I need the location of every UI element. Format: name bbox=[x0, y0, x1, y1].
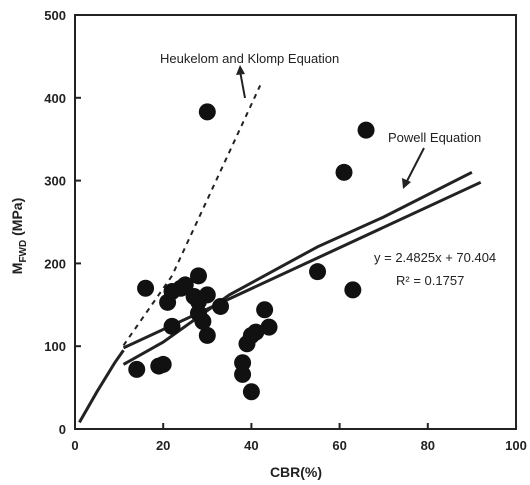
data-point bbox=[247, 323, 265, 341]
y-tick-label: 100 bbox=[44, 339, 66, 354]
data-point bbox=[198, 326, 216, 344]
powell-curve-low bbox=[78, 349, 125, 424]
powell-arrow-shaft bbox=[405, 147, 425, 184]
data-points bbox=[128, 103, 375, 401]
data-point bbox=[309, 263, 327, 281]
y-axis-title-unit: (MPa) bbox=[9, 198, 25, 240]
x-tick-label: 100 bbox=[505, 438, 527, 453]
data-point bbox=[176, 276, 194, 294]
y-tick-label: 0 bbox=[59, 422, 66, 437]
regression-line bbox=[122, 180, 482, 350]
x-tick-label: 60 bbox=[332, 438, 346, 453]
y-tick-label: 300 bbox=[44, 174, 66, 189]
tick-labels: 0 20 40 60 80 100 0 100 200 300 400 500 bbox=[44, 8, 527, 453]
data-point bbox=[344, 281, 362, 299]
powell-equation-label: Powell Equation bbox=[388, 130, 481, 145]
data-point bbox=[198, 286, 216, 304]
y-tick-label: 500 bbox=[44, 8, 66, 23]
data-point bbox=[335, 163, 353, 181]
data-point bbox=[234, 365, 252, 383]
y-axis-title-base: M bbox=[9, 263, 25, 275]
powell-arrow-head bbox=[402, 178, 411, 189]
data-point bbox=[137, 279, 155, 297]
data-point bbox=[154, 355, 172, 373]
y-tick-label: 400 bbox=[44, 91, 66, 106]
data-point bbox=[357, 121, 375, 139]
x-tick-label: 20 bbox=[156, 438, 170, 453]
heukelom-klomp-label: Heukelom and Klomp Equation bbox=[160, 51, 339, 66]
data-point bbox=[260, 318, 278, 336]
y-axis-title-subscript: FWD bbox=[18, 240, 29, 263]
powell-curve bbox=[122, 170, 473, 366]
data-point bbox=[163, 317, 181, 335]
y-tick-label: 200 bbox=[44, 256, 66, 271]
r-squared-label: R² = 0.1757 bbox=[396, 273, 464, 288]
axes bbox=[74, 14, 517, 430]
trend-lines bbox=[78, 84, 482, 424]
data-point bbox=[194, 312, 212, 330]
data-point bbox=[212, 297, 230, 315]
regression-equation-label: y = 2.4825x + 70.404 bbox=[374, 250, 496, 265]
heukelom-klomp-line bbox=[122, 84, 262, 346]
data-point bbox=[242, 383, 260, 401]
plot-frame bbox=[74, 14, 517, 430]
x-tick-label: 0 bbox=[71, 438, 78, 453]
x-tick-label: 40 bbox=[244, 438, 258, 453]
heukelom-arrow-head bbox=[236, 65, 245, 75]
heukelom-arrow-shaft bbox=[239, 70, 246, 99]
x-tick-label: 80 bbox=[421, 438, 435, 453]
x-axis-title: CBR(%) bbox=[270, 464, 322, 480]
y-axis-title: MFWD (MPa) bbox=[9, 198, 29, 274]
data-point bbox=[189, 267, 207, 285]
data-point bbox=[198, 103, 216, 121]
annotations: Heukelom and Klomp Equation Powell Equat… bbox=[160, 51, 496, 288]
data-point bbox=[256, 301, 274, 319]
data-point bbox=[128, 360, 146, 378]
